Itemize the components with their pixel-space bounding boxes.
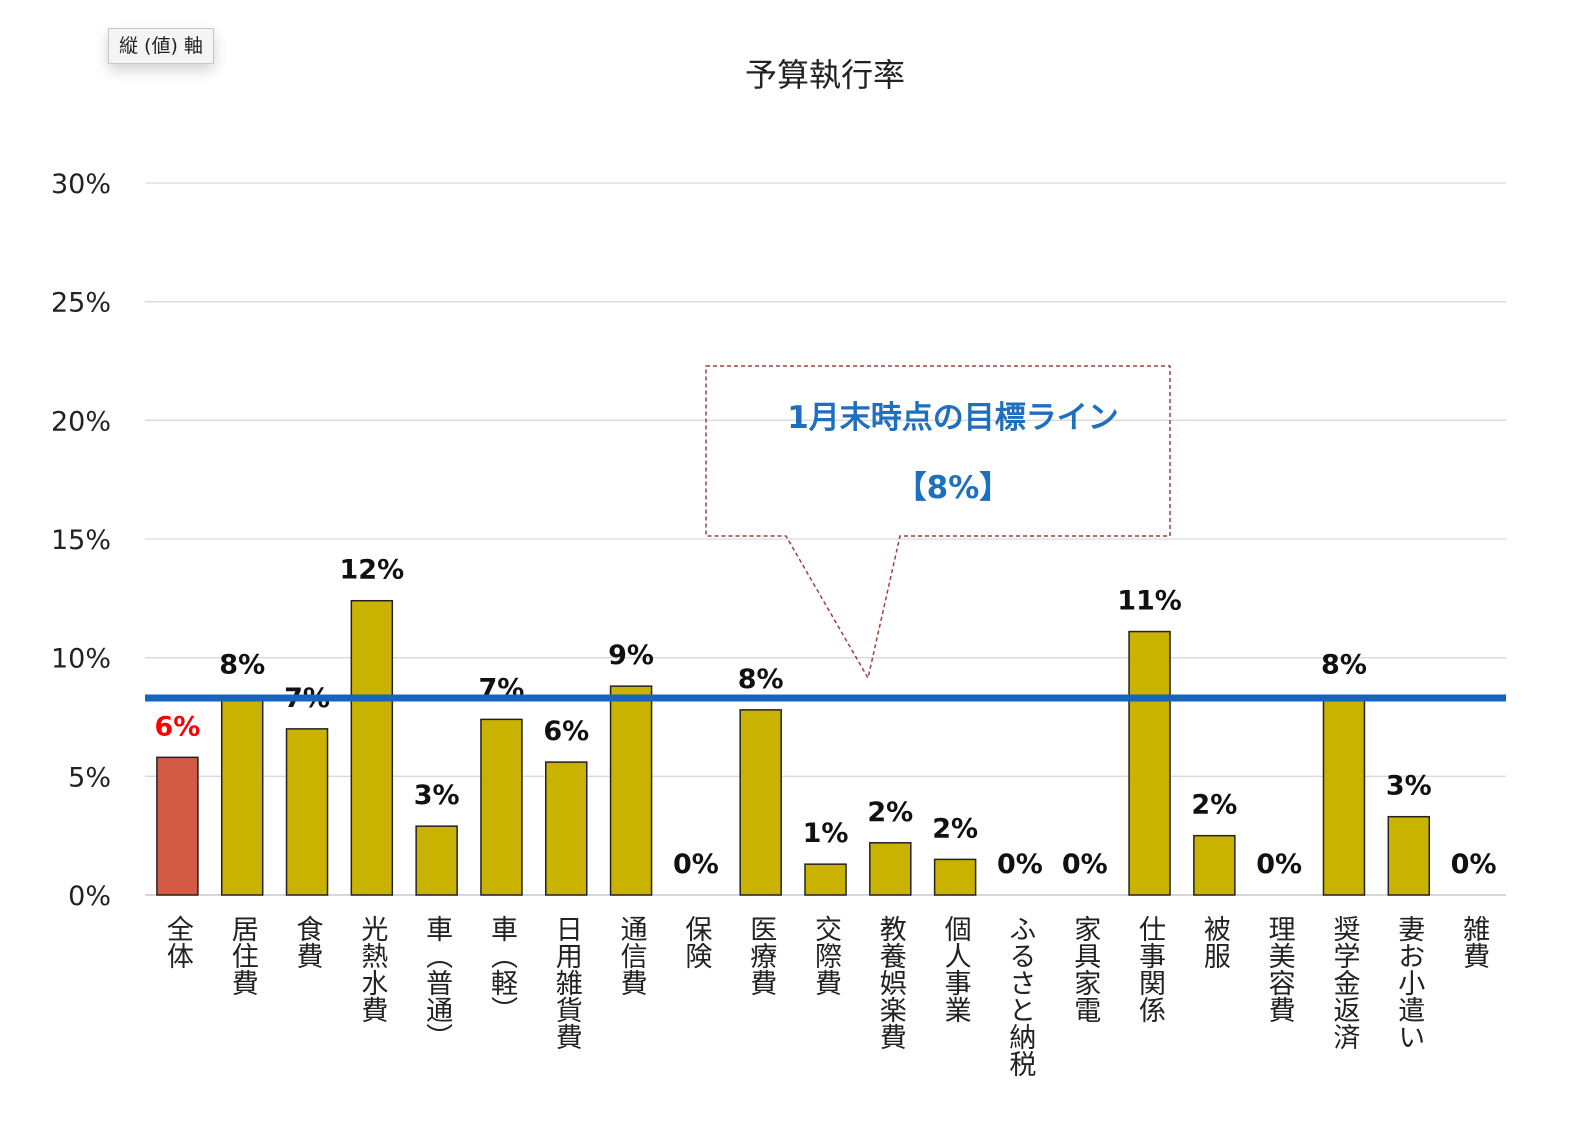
bar: [609, 685, 653, 896]
data-label: 0%: [1062, 849, 1108, 880]
data-label: 1%: [803, 818, 849, 849]
y-tick-label: 10%: [51, 644, 111, 675]
callout-line1: 1月末時点の目標ライン: [787, 400, 1119, 436]
data-label: 12%: [340, 555, 405, 586]
data-label: 11%: [1117, 586, 1182, 617]
x-category-label: ふるさと納税: [1004, 915, 1036, 1077]
data-label: 6%: [154, 711, 200, 742]
data-label: 8%: [1321, 650, 1367, 681]
x-category-label: 通信費: [616, 915, 648, 996]
x-category-label: 家具家電: [1069, 915, 1100, 1023]
x-category-label: 医療費: [745, 915, 777, 996]
x-category-label: 奨学金返済: [1328, 915, 1360, 1050]
bar: [545, 761, 588, 896]
y-tick-label: 25%: [51, 288, 111, 319]
target-callout: [705, 365, 1171, 681]
axis-tooltip: 縦 (値) 軸: [108, 28, 214, 64]
data-label: 2%: [867, 797, 913, 828]
x-category-label: 車（軽）: [486, 915, 518, 1023]
x-axis-categories: 全体 居住費 食費 光熱水費 車（普通） 車（軽） 日用雑貨費 通信費 保険 医療費 交際費 教養娯楽…: [162, 915, 1490, 1077]
y-tick-label: 20%: [51, 406, 111, 437]
x-category-label: 仕事関係: [1134, 915, 1166, 1023]
y-tick-label: 5%: [68, 762, 111, 793]
x-category-label: 光熱水費: [356, 915, 388, 1023]
bar: [480, 718, 523, 896]
x-category-label: 雑費: [1458, 915, 1490, 969]
y-tick-label: 30%: [51, 169, 111, 200]
callout-line2: 【8%】: [895, 470, 1011, 506]
bar: [415, 825, 458, 896]
y-tick-label: 0%: [68, 881, 111, 912]
x-category-label: 全体: [162, 915, 194, 969]
x-category-label: 車（普通）: [421, 915, 453, 1050]
x-category-label: 個人事業: [940, 915, 972, 1023]
y-tick-label: 15%: [51, 525, 111, 556]
x-category-label: 教養娯楽費: [875, 915, 907, 1050]
data-label: 8%: [738, 664, 784, 695]
bar: [1387, 815, 1431, 896]
bar: [1322, 694, 1366, 896]
x-category-label: 交際費: [810, 915, 841, 996]
data-label: 3%: [1386, 771, 1432, 802]
data-label: 0%: [673, 849, 719, 880]
bar: [1128, 630, 1171, 896]
data-label: 0%: [1451, 849, 1497, 880]
data-label: 6%: [543, 716, 589, 747]
data-label: 0%: [1256, 849, 1302, 880]
bar: [1193, 834, 1236, 896]
bar: [804, 863, 847, 896]
bar: [869, 842, 912, 896]
data-label: 2%: [1191, 790, 1237, 821]
y-axis-ticks: 0% 5% 10% 15% 20% 25% 30%: [51, 169, 111, 912]
x-category-label: 被服: [1199, 915, 1231, 969]
bar: [285, 728, 329, 896]
chart-title: 予算執行率: [744, 56, 905, 94]
x-category-label: 保険: [680, 915, 712, 969]
grid-lines: [145, 182, 1506, 896]
bar: [933, 858, 977, 896]
x-category-label: 居住費: [227, 915, 259, 996]
data-label: 2%: [932, 813, 978, 844]
x-category-label: 妻お小遣い: [1393, 915, 1425, 1050]
data-label: 0%: [997, 849, 1043, 880]
bar: [739, 709, 782, 896]
bar: [220, 694, 264, 896]
x-category-label: 食費: [292, 915, 323, 969]
x-category-label: 理美容費: [1264, 915, 1296, 1023]
bar: [350, 599, 394, 896]
x-category-label: 日用雑貨費: [551, 915, 583, 1050]
bars: [156, 599, 1431, 896]
data-label: 3%: [414, 780, 460, 811]
bar: [156, 756, 199, 896]
data-label: 8%: [219, 650, 265, 681]
data-label: 9%: [608, 640, 654, 671]
